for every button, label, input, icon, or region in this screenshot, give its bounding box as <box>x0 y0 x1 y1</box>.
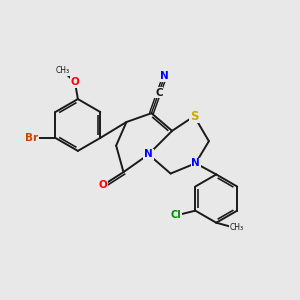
Text: Br: Br <box>25 133 38 143</box>
Text: O: O <box>98 180 107 190</box>
Text: CH₃: CH₃ <box>56 66 70 75</box>
Text: N: N <box>144 149 153 159</box>
Text: N: N <box>191 158 200 168</box>
Text: O: O <box>70 77 79 87</box>
Text: S: S <box>190 110 198 123</box>
Text: N: N <box>160 71 169 81</box>
Text: C: C <box>155 88 163 98</box>
Text: Cl: Cl <box>171 210 182 220</box>
Text: CH₃: CH₃ <box>230 223 244 232</box>
